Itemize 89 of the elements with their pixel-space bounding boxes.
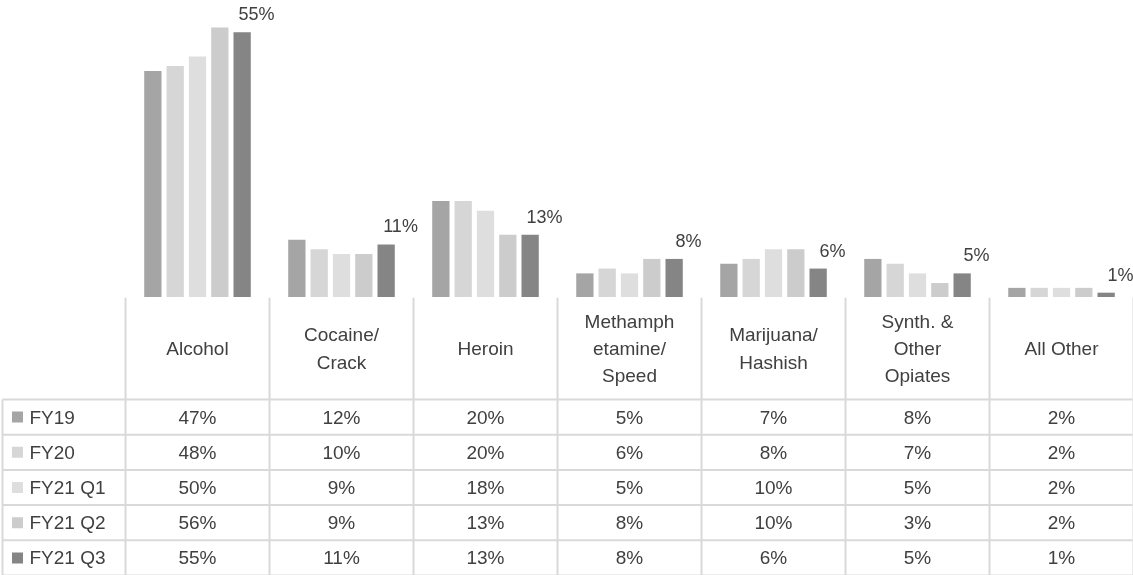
- bar: [908, 273, 927, 297]
- bar: [355, 254, 373, 297]
- data-label: 5%: [903, 547, 932, 569]
- bar: [931, 283, 949, 297]
- bar: [454, 201, 472, 297]
- x-tick-label: Methamph etamine/ Speed: [584, 310, 675, 387]
- data-label: 2%: [1047, 512, 1076, 534]
- legend-label: FY21 Q1: [29, 477, 106, 498]
- data-label: 7%: [903, 441, 932, 463]
- x-tick-label: Alcohol: [166, 338, 229, 359]
- bar: [576, 273, 594, 297]
- annotation: 5%: [963, 245, 990, 266]
- legend-label: FY21 Q2: [29, 512, 106, 534]
- bar: [233, 32, 251, 297]
- bar: [188, 56, 207, 297]
- bar: [643, 258, 661, 297]
- bar: [1008, 287, 1026, 297]
- x-tick-label: Synth. & Other Opiates: [881, 310, 954, 387]
- bar: [742, 258, 760, 297]
- data-label: 1%: [1047, 547, 1076, 569]
- bar: [764, 249, 783, 297]
- bar: [521, 234, 539, 297]
- data-label: 13%: [466, 547, 505, 569]
- data-label: 10%: [754, 477, 793, 498]
- data-label: 47%: [178, 406, 217, 428]
- x-tick-label: Heroin: [457, 338, 514, 359]
- data-label: 11%: [323, 547, 360, 569]
- data-label: 2%: [1047, 441, 1076, 463]
- annotation: 11%: [383, 216, 418, 237]
- bar: [310, 249, 328, 297]
- data-label: 5%: [615, 477, 644, 498]
- x-tick-label: Marijuana/ Hashish: [729, 324, 819, 373]
- bar: [432, 201, 450, 297]
- data-label: 50%: [178, 477, 217, 498]
- data-label: 5%: [903, 477, 932, 498]
- bar: [787, 249, 805, 297]
- bar: [620, 273, 639, 297]
- bar: [332, 254, 351, 297]
- data-label: 5%: [615, 406, 644, 428]
- bar: [864, 258, 882, 297]
- data-label: 13%: [466, 512, 505, 534]
- bar: [1052, 287, 1071, 297]
- data-label: 20%: [466, 441, 505, 463]
- bar: [953, 273, 971, 297]
- annotation: 13%: [526, 206, 563, 227]
- data-label: 8%: [615, 512, 644, 534]
- bar: [288, 239, 306, 297]
- data-label: 7%: [759, 406, 788, 428]
- data-label: 18%: [466, 477, 505, 498]
- data-label: 2%: [1047, 406, 1076, 428]
- data-label: 20%: [466, 406, 505, 428]
- bar: [211, 27, 229, 297]
- data-label: 8%: [903, 406, 932, 428]
- bar: [144, 70, 162, 297]
- data-label: 6%: [615, 441, 644, 463]
- bar: [1075, 287, 1093, 297]
- data-label: 10%: [322, 441, 361, 463]
- x-tick-label: Cocaine/ Crack: [304, 324, 380, 373]
- annotation: 6%: [819, 240, 846, 261]
- legend-label: FY19: [29, 406, 75, 428]
- data-label: 9%: [327, 477, 356, 498]
- bar: [499, 234, 517, 297]
- legend-label: FY20: [29, 441, 75, 463]
- data-label: 48%: [178, 441, 217, 463]
- bar: [809, 268, 827, 297]
- annotation: 8%: [675, 230, 702, 251]
- data-label: 10%: [754, 512, 793, 534]
- data-label: 2%: [1047, 477, 1076, 498]
- bar: [476, 210, 495, 297]
- data-label: 9%: [327, 512, 356, 534]
- data-label: 8%: [759, 441, 788, 463]
- bar: [598, 268, 616, 297]
- bar: [377, 244, 395, 297]
- bar: [665, 258, 683, 297]
- data-label: 55%: [178, 547, 217, 569]
- bar: [886, 263, 904, 297]
- bar: [166, 66, 184, 297]
- bar: [1030, 287, 1048, 297]
- legend-label: FY21 Q3: [29, 547, 106, 569]
- data-label: 56%: [178, 512, 217, 534]
- text: 55%: [238, 4, 275, 25]
- data-label: 6%: [759, 547, 788, 569]
- bar: [1097, 292, 1115, 297]
- data-label: 12%: [322, 406, 361, 428]
- annotation: 1%: [1107, 264, 1133, 285]
- data-label: 8%: [615, 547, 644, 569]
- bar: [720, 263, 738, 297]
- data-label: 3%: [903, 512, 932, 534]
- x-tick-label: All Other: [1024, 338, 1100, 359]
